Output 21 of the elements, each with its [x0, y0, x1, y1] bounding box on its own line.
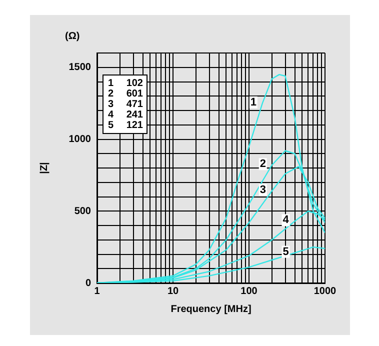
- text: 4 241: [108, 110, 143, 120]
- y-tick-label: 500: [74, 206, 92, 217]
- text: 2 601: [108, 88, 143, 100]
- y-tick-label: 0: [85, 278, 92, 289]
- series-label: 2: [260, 158, 266, 170]
- series-label: 3: [260, 184, 266, 196]
- text: 1 102: [108, 78, 143, 89]
- x-tick-label: 10: [167, 286, 179, 297]
- x-axis-title: Frequency [MHz]: [170, 304, 252, 315]
- y-tick-label: 1500: [68, 62, 92, 74]
- x-tick-label: 1000: [314, 286, 337, 297]
- x-tick-label: 1: [94, 286, 100, 297]
- series-label: 1: [250, 96, 256, 108]
- y-tick-label: 1000: [68, 134, 92, 145]
- text: 3 471: [108, 99, 143, 110]
- series-label: 4: [282, 214, 290, 226]
- text: (Ω): [65, 30, 80, 42]
- series-label: 5: [282, 246, 289, 258]
- x-tick-label: 100: [240, 286, 258, 297]
- y-axis-title: |Z|: [38, 162, 50, 174]
- text: 5 121: [108, 120, 143, 131]
